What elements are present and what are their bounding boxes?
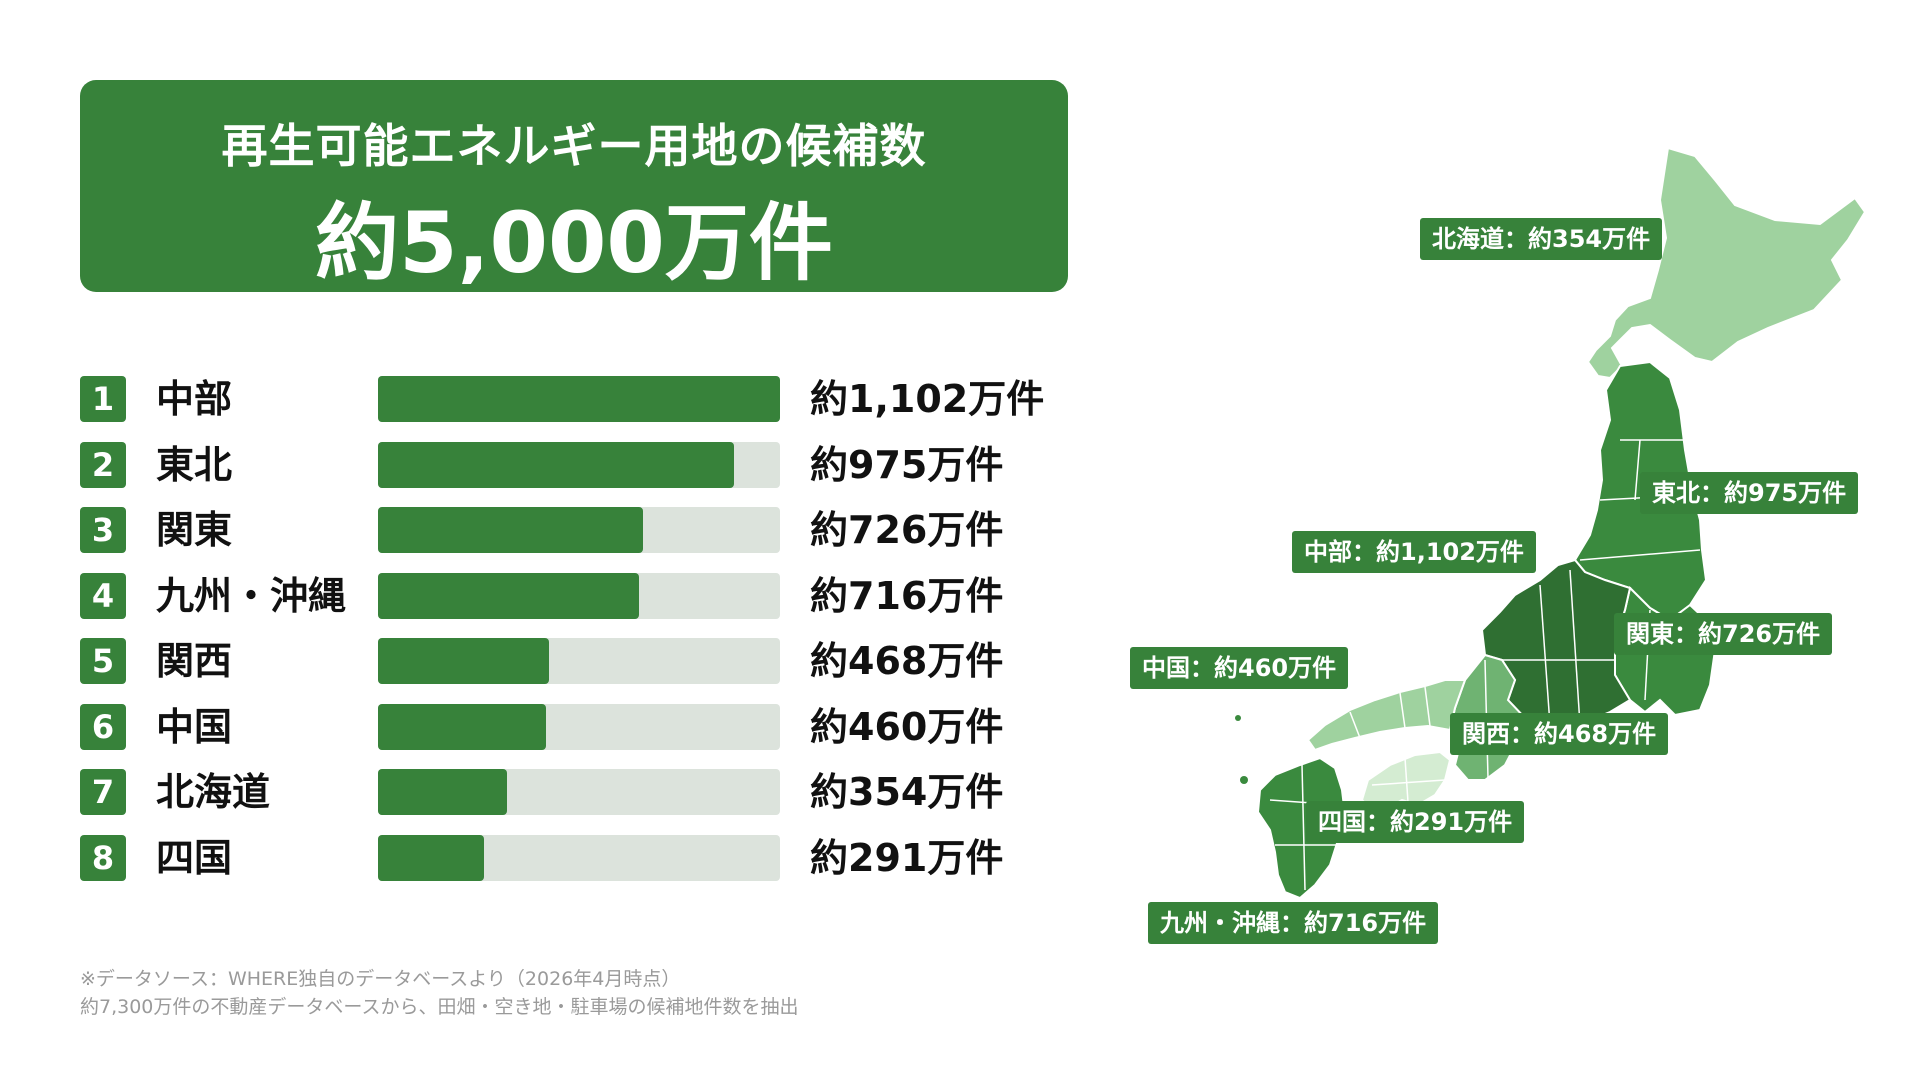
region-name: 中国: [156, 704, 233, 749]
summary-header: 再生可能エネルギー用地の候補数 約5,000万件: [80, 80, 1068, 292]
value-label: 約716万件: [810, 573, 1004, 618]
rank-badge: 2: [80, 441, 126, 488]
value-label: 約726万件: [810, 508, 1004, 552]
region-name: 関西: [156, 639, 233, 683]
value-label: 約468万件: [810, 639, 1004, 683]
map-region-chugoku: [1306, 679, 1467, 752]
bar-fill: [378, 572, 640, 619]
ranking-row: 7 北海道 約354万件: [80, 769, 1080, 815]
bar-track: [378, 572, 780, 619]
map-label-tohoku: 東北：約975万件: [1640, 472, 1859, 514]
ranking-row: 4 九州・沖縄 約716万件: [80, 572, 1080, 619]
bar-track: [378, 638, 780, 684]
bar-fill: [378, 376, 780, 422]
region-name: 九州・沖縄: [156, 573, 347, 618]
bar-track: [378, 441, 780, 488]
region-name: 北海道: [156, 770, 271, 814]
bar-track: [378, 376, 780, 422]
map-label-chubu: 中部：約1,102万件: [1292, 531, 1536, 573]
summary-subtitle: 再生可能エネルギー用地の候補数: [221, 119, 927, 173]
bar-track: [378, 703, 780, 750]
map-island: [1240, 776, 1248, 784]
map-label-kansai: 関西：約468万件: [1450, 713, 1669, 755]
summary-total: 約5,000万件: [315, 194, 833, 292]
bar-fill: [378, 834, 485, 881]
bar-fill: [378, 441, 734, 488]
map-label-hokkaido: 北海道：約354万件: [1420, 218, 1663, 260]
rank-badge: 6: [80, 703, 126, 750]
map-label-kanto: 関東：約726万件: [1614, 613, 1833, 655]
ranking-row: 3 関東 約726万件: [80, 507, 1080, 553]
value-label: 約975万件: [810, 442, 1004, 487]
ranking-row: 2 東北 約975万件: [80, 441, 1080, 488]
map-label-shikoku: 四国：約291万件: [1306, 801, 1525, 843]
region-name: 東北: [156, 442, 233, 487]
bar-fill: [378, 769, 508, 815]
ranking-row: 1 中部 約1,102万件: [80, 376, 1080, 422]
bar-track: [378, 507, 780, 553]
rank-badge: 8: [80, 834, 126, 881]
value-label: 約1,102万件: [810, 377, 1045, 421]
bar-fill: [378, 638, 549, 684]
region-name: 関東: [156, 508, 233, 552]
bar-fill: [378, 507, 643, 553]
ranking-row: 6 中国 約460万件: [80, 703, 1080, 750]
bar-fill: [378, 703, 546, 750]
map-region-hokkaido: [1586, 146, 1867, 380]
footnote-source: ※データソース：WHERE独自のデータベースより（2026年4月時点）: [80, 968, 681, 990]
value-label: 約460万件: [810, 704, 1004, 749]
rank-badge: 7: [80, 769, 126, 815]
ranking-row: 5 関西 約468万件: [80, 638, 1080, 684]
ranking-row: 8 四国 約291万件: [80, 834, 1080, 881]
rank-badge: 1: [80, 376, 126, 422]
rank-badge: 3: [80, 507, 126, 553]
map-island: [1235, 715, 1241, 721]
map-label-chugoku: 中国：約460万件: [1130, 647, 1349, 689]
bar-track: [378, 834, 780, 881]
value-label: 約291万件: [810, 835, 1004, 880]
map-region-kyushu: [1256, 756, 1347, 900]
value-label: 約354万件: [810, 770, 1004, 814]
footnote-method: 約7,300万件の不動産データベースから、田畑・空き地・駐車場の候補地件数を抽出: [80, 996, 799, 1018]
rank-badge: 5: [80, 638, 126, 684]
rank-badge: 4: [80, 572, 126, 619]
region-name: 四国: [156, 835, 233, 880]
bar-track: [378, 769, 780, 815]
map-label-kyushu: 九州・沖縄：約716万件: [1148, 902, 1439, 944]
region-name: 中部: [156, 377, 233, 421]
